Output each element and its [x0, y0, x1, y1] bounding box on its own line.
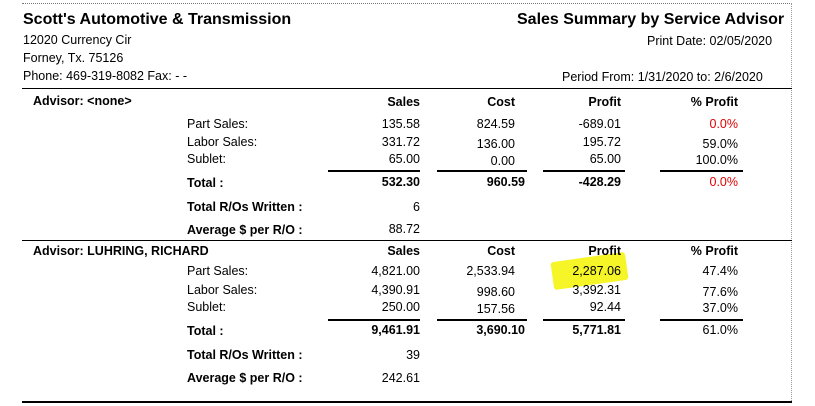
avg-per-ro-label: Average $ per R/O : [187, 223, 303, 237]
profit-value: 65.00 [589, 152, 621, 166]
row-label: Part Sales: [187, 264, 249, 278]
total-cost: 3,690.10 [476, 323, 525, 337]
total-rule [328, 170, 420, 172]
address-line-1: 12020 Currency Cir [23, 33, 132, 47]
col-header-pct-profit: % Profit [690, 95, 738, 109]
sales-value: 65.00 [388, 152, 420, 166]
sales-value: 4,390.91 [371, 283, 420, 297]
ros-written-label: Total R/Os Written : [187, 200, 303, 214]
report-title: Sales Summary by Service Advisor [517, 11, 785, 28]
sales-value: 331.72 [381, 135, 420, 149]
row-label: Sublet: [187, 300, 226, 314]
profit-value: -689.01 [578, 117, 621, 131]
profit-value: 2,287.06 [572, 264, 621, 278]
ros-written-value: 6 [413, 200, 420, 214]
top-dotted-border [22, 3, 792, 4]
col-header-profit: Profit [588, 95, 621, 109]
cost-value: 2,533.94 [466, 264, 515, 278]
pct-profit-value: 77.6% [702, 285, 738, 299]
company-name: Scott's Automotive & Transmission [23, 11, 292, 28]
cost-value: 998.60 [476, 285, 515, 299]
col-header-profit: Profit [588, 244, 621, 258]
row-label: Labor Sales: [187, 283, 258, 297]
col-header-sales: Sales [387, 244, 420, 258]
pct-profit-value: 0.0% [709, 117, 739, 131]
address-line-2: Forney, Tx. 75126 [23, 51, 124, 65]
total-cost: 960.59 [486, 175, 525, 189]
total-label: Total : [187, 176, 224, 190]
right-dotted-border [791, 3, 792, 403]
print-date: Print Date: 02/05/2020 [647, 34, 773, 48]
total-rule [543, 170, 625, 172]
cost-value: 824.59 [476, 117, 515, 131]
total-profit: -428.29 [578, 175, 621, 189]
cost-value: 0.00 [490, 154, 515, 168]
profit-value: 92.44 [589, 300, 621, 314]
phone-fax: Phone: 469-319-8082 Fax: - - [23, 69, 187, 83]
total-rule [437, 170, 527, 172]
cost-value: 157.56 [476, 302, 515, 316]
row-label: Labor Sales: [187, 135, 258, 149]
advisor-name: Advisor: <none> [33, 94, 132, 108]
pct-profit-value: 100.0% [695, 153, 738, 167]
pct-profit-value: 37.0% [702, 301, 738, 315]
ros-written-label: Total R/Os Written : [187, 348, 303, 362]
col-header-cost: Cost [487, 244, 515, 258]
total-rule [660, 170, 743, 172]
total-rule [328, 319, 420, 321]
profit-value: 195.72 [582, 135, 621, 149]
row-label: Sublet: [187, 152, 226, 166]
avg-per-ro-value: 242.61 [381, 371, 420, 385]
total-rule [660, 319, 743, 321]
advisor-name: Advisor: LUHRING, RICHARD [33, 244, 209, 258]
sales-value: 4,821.00 [371, 264, 420, 278]
period-range: Period From: 1/31/2020 to: 2/6/2020 [562, 70, 763, 84]
pct-profit-value: 59.0% [702, 137, 738, 151]
total-pct-profit: 61.0% [702, 323, 738, 337]
col-header-sales: Sales [387, 95, 420, 109]
cost-value: 136.00 [476, 137, 515, 151]
advisor-separator [22, 240, 792, 241]
avg-per-ro-label: Average $ per R/O : [187, 371, 303, 385]
total-label: Total : [187, 324, 224, 338]
avg-per-ro-value: 88.72 [388, 222, 420, 236]
row-label: Part Sales: [187, 117, 249, 131]
total-rule [437, 319, 527, 321]
ros-written-value: 39 [406, 348, 420, 362]
footer-rule [22, 401, 792, 403]
sales-value: 135.58 [381, 117, 420, 131]
header-separator [22, 88, 792, 89]
sales-value: 250.00 [381, 300, 420, 314]
profit-value: 3,392.31 [572, 283, 621, 297]
col-header-cost: Cost [487, 95, 515, 109]
total-rule [543, 319, 625, 321]
total-sales: 9,461.91 [371, 323, 420, 337]
pct-profit-value: 47.4% [702, 264, 738, 278]
total-sales: 532.30 [381, 175, 420, 189]
total-pct-profit: 0.0% [709, 175, 739, 189]
col-header-pct-profit: % Profit [690, 244, 738, 258]
total-profit: 5,771.81 [572, 323, 621, 337]
